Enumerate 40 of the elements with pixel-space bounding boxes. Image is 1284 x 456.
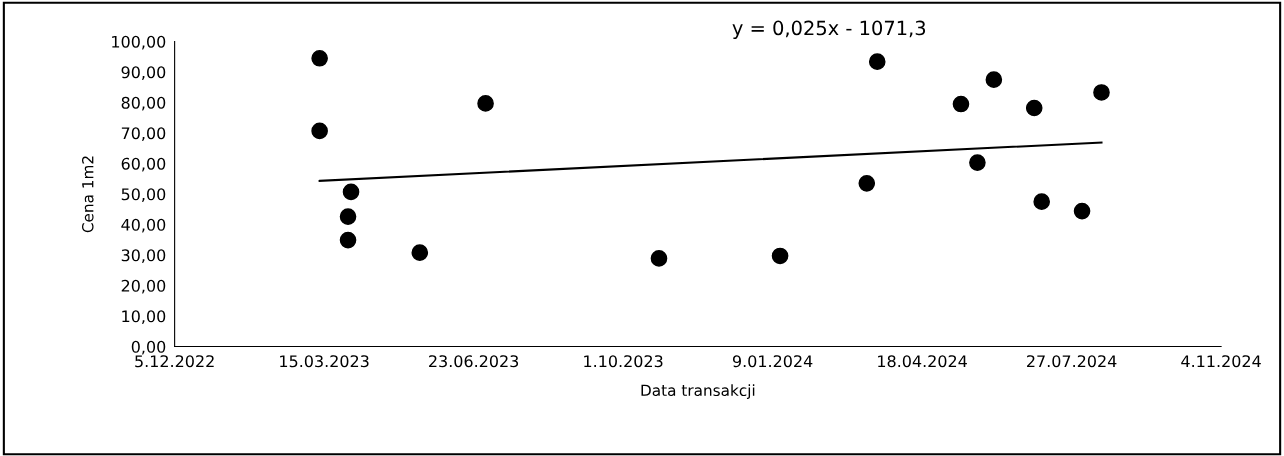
x-axis-title: Data transakcji (641, 384, 755, 400)
x-tick-label: 18.04.2024 (878, 355, 967, 368)
point (868, 53, 886, 70)
point (858, 175, 876, 192)
point (1093, 84, 1110, 101)
y-tick-label: 20,00 (121, 279, 166, 294)
point (311, 122, 328, 140)
x-tick-label: 27.07.2024 (1027, 355, 1117, 368)
x-tick-label: 5.12.2022 (135, 355, 214, 368)
point (339, 231, 357, 249)
y-tick-label: 70,00 (121, 127, 166, 141)
y-tick-label: 30,00 (121, 249, 166, 263)
point (969, 154, 986, 171)
point (1025, 99, 1043, 117)
point (311, 49, 328, 67)
y-tick-label: 0,00 (131, 340, 166, 355)
point (771, 247, 789, 265)
x-tick-label: 4.11.2024 (1181, 355, 1261, 368)
point (1033, 193, 1050, 210)
y-tick-label: 90,00 (121, 66, 166, 80)
y-tick-label: 50,00 (121, 188, 166, 202)
point (411, 244, 429, 261)
text: y = 0,025x - 1071,3 (732, 20, 926, 40)
y-tick-label: 100,00 (112, 35, 166, 50)
point (952, 95, 970, 113)
y-tick-label: 10,00 (122, 310, 166, 324)
x-tick-label: 15.03.2023 (280, 355, 369, 368)
point (477, 95, 494, 112)
point (339, 208, 357, 225)
point (650, 250, 668, 267)
point (1073, 202, 1091, 220)
y-axis-title: Cena 1m2 (82, 156, 94, 233)
y-tick-label: 60,00 (121, 157, 166, 172)
x-tick-label: 1.10.2023 (584, 355, 663, 368)
y-tick-label: 40,00 (121, 218, 166, 233)
x-tick-label: 9.01.2024 (732, 355, 813, 368)
point (342, 183, 360, 201)
point (985, 71, 1003, 88)
y-tick-label: 80,00 (121, 96, 166, 111)
x-tick-label: 23.06.2023 (429, 355, 519, 368)
